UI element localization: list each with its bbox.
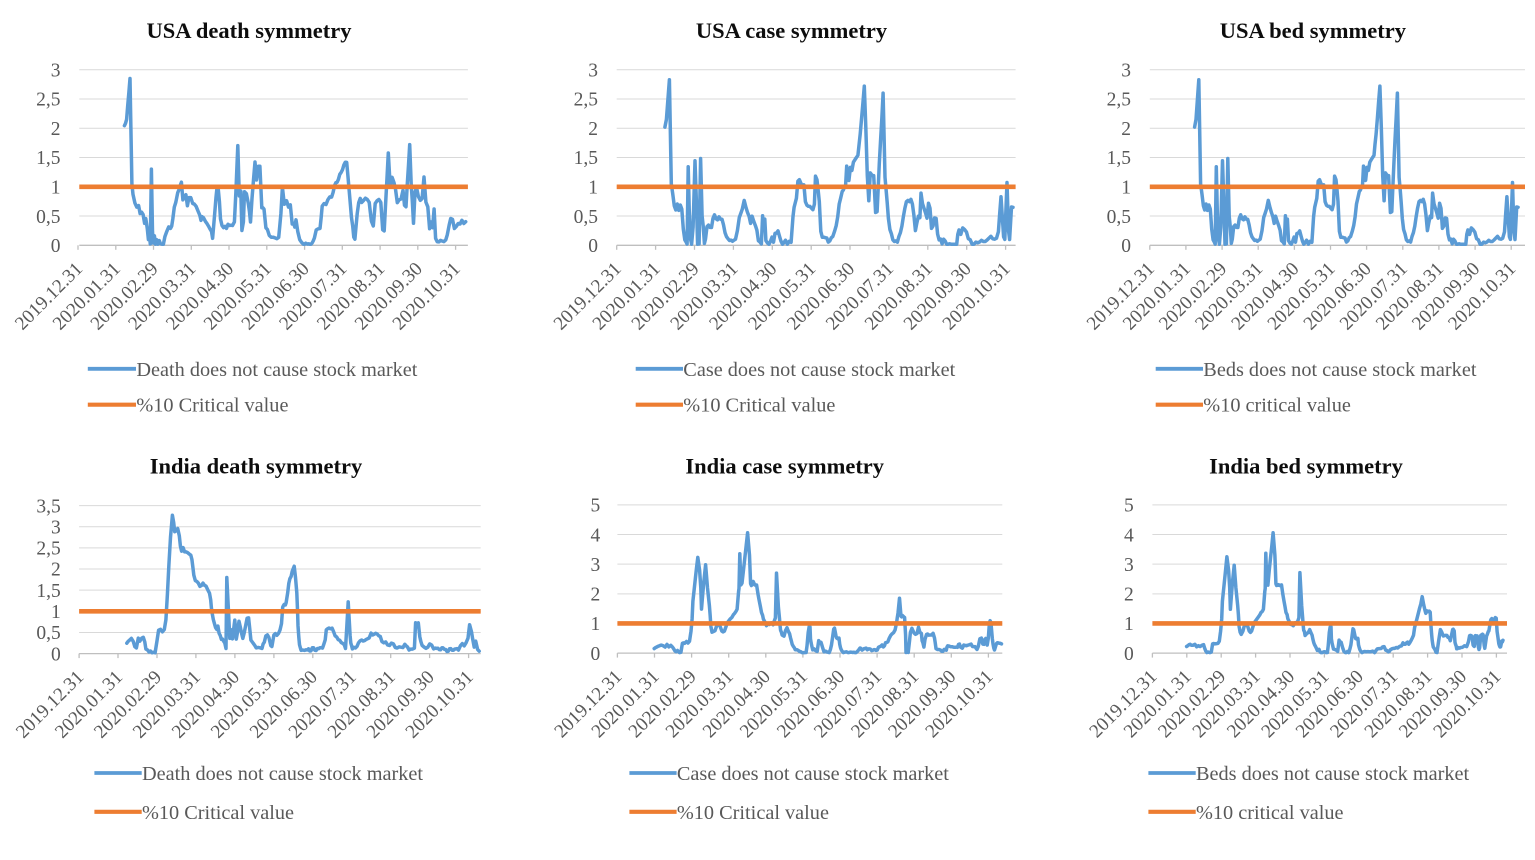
- svg-text:Case does not cause stock mark: Case does not cause stock market: [683, 359, 955, 381]
- svg-text:3: 3: [1124, 555, 1134, 576]
- svg-text:%10 Critical value: %10 Critical value: [683, 395, 835, 417]
- svg-text:5: 5: [591, 496, 601, 517]
- svg-text:2: 2: [1121, 119, 1131, 140]
- svg-text:4: 4: [1124, 525, 1134, 546]
- svg-text:0: 0: [1121, 236, 1131, 257]
- svg-text:1: 1: [1121, 178, 1131, 199]
- svg-text:1: 1: [1124, 614, 1134, 635]
- svg-text:India death symmetry: India death symmetry: [150, 454, 363, 479]
- svg-text:5: 5: [1124, 496, 1134, 517]
- svg-text:1,5: 1,5: [36, 581, 60, 602]
- svg-text:0: 0: [588, 236, 598, 257]
- svg-text:2,5: 2,5: [36, 90, 60, 111]
- svg-text:2: 2: [51, 560, 61, 581]
- svg-text:%10 Critical value: %10 Critical value: [136, 395, 288, 417]
- svg-text:2: 2: [591, 585, 601, 606]
- svg-text:0,5: 0,5: [574, 207, 598, 228]
- svg-text:Beds does not cause stock mark: Beds does not cause stock market: [1203, 359, 1477, 381]
- svg-text:4: 4: [591, 525, 601, 546]
- svg-text:1: 1: [588, 178, 598, 199]
- svg-text:1: 1: [51, 178, 61, 199]
- svg-text:India case symmetry: India case symmetry: [685, 454, 884, 479]
- svg-text:%10 critical value: %10 critical value: [1203, 395, 1351, 417]
- svg-text:3: 3: [1121, 60, 1131, 81]
- svg-text:1,5: 1,5: [36, 148, 60, 169]
- svg-text:0: 0: [51, 236, 61, 257]
- svg-text:USA death symmetry: USA death symmetry: [147, 18, 353, 43]
- svg-text:3: 3: [591, 555, 601, 576]
- svg-text:1,5: 1,5: [1107, 148, 1131, 169]
- svg-text:2: 2: [51, 119, 61, 140]
- svg-text:0,5: 0,5: [1107, 207, 1131, 228]
- svg-text:1: 1: [51, 602, 61, 623]
- svg-text:3: 3: [588, 60, 598, 81]
- svg-text:2,5: 2,5: [574, 90, 598, 111]
- svg-text:Death does not cause stock mar: Death does not cause stock market: [142, 763, 423, 785]
- svg-text:1: 1: [591, 614, 601, 635]
- svg-text:3,5: 3,5: [36, 496, 60, 517]
- svg-text:Death does not cause stock mar: Death does not cause stock market: [136, 359, 417, 381]
- svg-text:USA bed symmetry: USA bed symmetry: [1220, 18, 1407, 43]
- svg-text:3: 3: [51, 518, 61, 539]
- svg-text:Beds does not cause stock mark: Beds does not cause stock market: [1196, 763, 1470, 785]
- svg-text:2,5: 2,5: [1107, 90, 1131, 111]
- svg-text:1,5: 1,5: [574, 148, 598, 169]
- svg-text:Case does not cause stock mark: Case does not cause stock market: [677, 763, 949, 785]
- svg-text:0: 0: [591, 644, 601, 665]
- svg-text:%10 critical value: %10 critical value: [1196, 802, 1344, 824]
- svg-text:0: 0: [1124, 644, 1134, 665]
- svg-text:USA case symmetry: USA case symmetry: [696, 18, 888, 43]
- svg-text:%10 Critical value: %10 Critical value: [677, 802, 829, 824]
- svg-text:2: 2: [588, 119, 598, 140]
- svg-text:India bed symmetry: India bed symmetry: [1209, 454, 1404, 479]
- svg-text:2,5: 2,5: [36, 539, 60, 560]
- svg-text:%10 Critical value: %10 Critical value: [142, 802, 294, 824]
- svg-text:0,5: 0,5: [36, 623, 60, 644]
- svg-text:0: 0: [51, 644, 61, 665]
- svg-text:3: 3: [51, 60, 61, 81]
- svg-text:0,5: 0,5: [36, 207, 60, 228]
- svg-text:2: 2: [1124, 585, 1134, 606]
